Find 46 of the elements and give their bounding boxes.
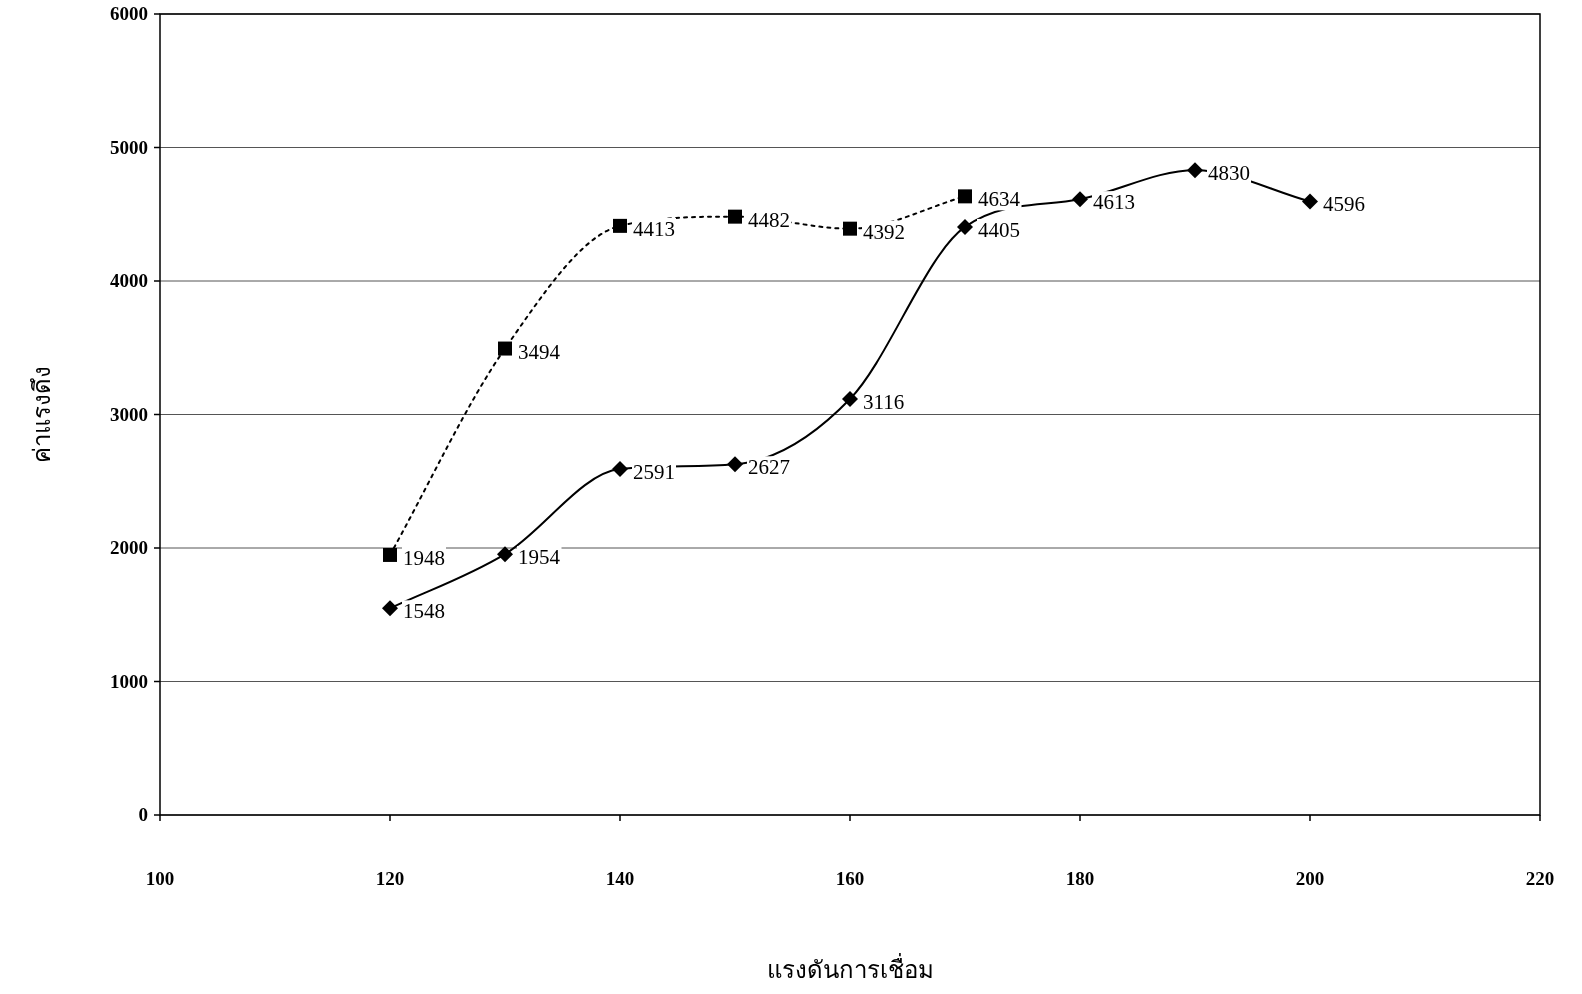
y-axis-title: ค่าแรงดึง bbox=[29, 366, 55, 463]
y-tick-label: 1000 bbox=[110, 670, 148, 692]
point bbox=[612, 461, 628, 478]
data-label: 4634 bbox=[978, 187, 1021, 212]
data-label: 4830 bbox=[1208, 161, 1250, 186]
data-label: 4413 bbox=[633, 216, 675, 241]
y-tick-label: 6000 bbox=[110, 3, 148, 24]
x-tick-label: 100 bbox=[145, 868, 175, 889]
data-label: 4405 bbox=[978, 217, 1020, 242]
x-axis-title: แรงดันการเชื่อม bbox=[766, 953, 934, 983]
x-tick-label: 140 bbox=[605, 868, 635, 889]
point bbox=[613, 218, 627, 233]
data-label: 3494 bbox=[518, 339, 561, 364]
data-label: 4596 bbox=[1323, 192, 1365, 217]
point bbox=[958, 189, 972, 204]
data-label: 1548 bbox=[403, 599, 445, 624]
y-tick-label: 5000 bbox=[110, 136, 148, 158]
y-tick-label: 0 bbox=[138, 804, 148, 825]
point bbox=[842, 391, 858, 408]
x-tick-label: 180 bbox=[1065, 868, 1095, 889]
x-tick-label: 120 bbox=[375, 868, 405, 889]
point bbox=[383, 547, 397, 562]
y-tick-label: 3000 bbox=[110, 403, 148, 425]
data-label: 4613 bbox=[1093, 190, 1135, 215]
y-tick-label: 4000 bbox=[110, 270, 148, 291]
point bbox=[382, 600, 398, 617]
point bbox=[728, 209, 742, 224]
x-tick-label: 220 bbox=[1525, 868, 1555, 889]
point bbox=[498, 341, 512, 356]
x-tick-label: 200 bbox=[1295, 868, 1325, 889]
point bbox=[1072, 191, 1088, 208]
data-label: 2591 bbox=[633, 460, 675, 485]
point bbox=[1302, 193, 1318, 210]
data-label: 4392 bbox=[863, 219, 905, 244]
point bbox=[727, 456, 743, 473]
point bbox=[497, 546, 513, 563]
point bbox=[957, 218, 973, 235]
point bbox=[843, 221, 857, 236]
data-label: 4482 bbox=[748, 207, 790, 232]
point bbox=[1187, 162, 1203, 179]
data-label: 1954 bbox=[518, 545, 561, 570]
data-label: 2627 bbox=[748, 455, 790, 480]
y-tick-label: 2000 bbox=[110, 537, 148, 558]
data-label: 3116 bbox=[863, 390, 905, 415]
data-label: 1948 bbox=[403, 545, 445, 570]
x-tick-label: 160 bbox=[835, 868, 865, 889]
